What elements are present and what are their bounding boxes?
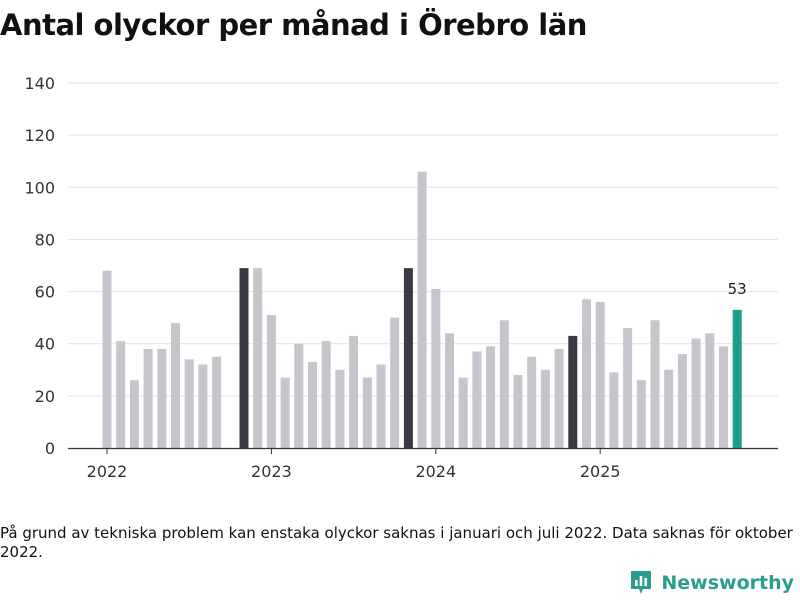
y-tick-label: 0 [45, 439, 55, 458]
bar-2022-09 [212, 356, 222, 448]
bar-2025-01 [595, 302, 605, 448]
bar-2025-06 [664, 369, 674, 448]
y-tick-label: 100 [24, 178, 55, 197]
bar-2024-03 [458, 377, 468, 448]
bar-2024-06 [499, 320, 509, 448]
bar-2025-04 [636, 380, 646, 448]
footnote: På grund av tekniska problem kan enstaka… [0, 524, 793, 561]
axes: 0 20 40 60 80 100 120 140 2022 2023 2024 2025 [24, 74, 778, 481]
bar-2022-05 [157, 348, 167, 448]
bar-2023-02 [280, 377, 290, 448]
bar-2024-02 [445, 333, 454, 448]
bar-2024-05 [486, 346, 496, 448]
bar-2025-05 [650, 320, 660, 448]
bar-2023-10 [390, 317, 400, 448]
bar-2022-01 [102, 270, 112, 448]
bar-chart: 53 0 20 40 60 80 100 120 140 2022 2023 2024 2025 [24, 74, 778, 481]
bar-2023-04 [308, 361, 317, 448]
bar-2023-12 [417, 171, 427, 448]
bar-2024-08 [527, 356, 537, 448]
y-tick-label: 40 [35, 335, 55, 354]
bar-2024-01 [431, 288, 441, 448]
bar-2022-04 [143, 348, 153, 448]
bar-2023-06 [335, 369, 345, 448]
bar-2025-07 [677, 354, 687, 448]
y-tick-label: 120 [24, 126, 55, 145]
bar-2023-01 [266, 315, 276, 448]
brand-name: Newsworthy [661, 572, 794, 594]
bar-2025-03 [623, 328, 633, 448]
data-label: 53 [728, 280, 747, 298]
bar-2022-11 [239, 268, 249, 448]
bar-2022-06 [171, 322, 180, 448]
y-tick-label: 140 [24, 74, 55, 93]
data-labels: 53 [728, 280, 747, 298]
bar-2025-11 [732, 309, 742, 448]
bar-2022-02 [116, 341, 126, 448]
brand[interactable]: Newsworthy [629, 568, 794, 598]
bar-2022-12 [253, 268, 263, 448]
bar-2024-07 [513, 375, 523, 448]
bar-2022-03 [129, 380, 139, 448]
bar-2023-09 [376, 364, 386, 448]
bar-2023-03 [294, 343, 304, 448]
bar-2025-09 [705, 333, 715, 448]
x-tick-label: 2024 [415, 462, 456, 481]
x-tick-label: 2023 [251, 462, 292, 481]
y-tick-label: 60 [35, 283, 55, 302]
newsworthy-logo-icon [631, 571, 652, 594]
bar-2023-08 [362, 377, 372, 448]
bar-2022-07 [184, 359, 194, 448]
bar-2023-11 [403, 268, 413, 448]
bar-2023-07 [349, 335, 359, 448]
bar-2025-02 [609, 372, 619, 448]
bar-2024-09 [540, 369, 550, 448]
y-tick-label: 80 [35, 230, 55, 249]
bar-series [102, 171, 742, 448]
chart-title: Antal olyckor per månad i Örebro län [0, 8, 587, 42]
bar-2025-10 [719, 346, 728, 448]
bar-2022-08 [198, 364, 208, 448]
bar-2024-04 [472, 351, 482, 448]
x-tick-label: 2022 [87, 462, 128, 481]
bar-2023-05 [321, 341, 331, 448]
bar-2024-12 [582, 299, 591, 448]
bar-2025-08 [691, 338, 701, 448]
x-tick-label: 2025 [580, 462, 621, 481]
bar-2024-11 [568, 335, 578, 448]
y-tick-label: 20 [35, 387, 55, 406]
bar-2024-10 [554, 348, 564, 448]
